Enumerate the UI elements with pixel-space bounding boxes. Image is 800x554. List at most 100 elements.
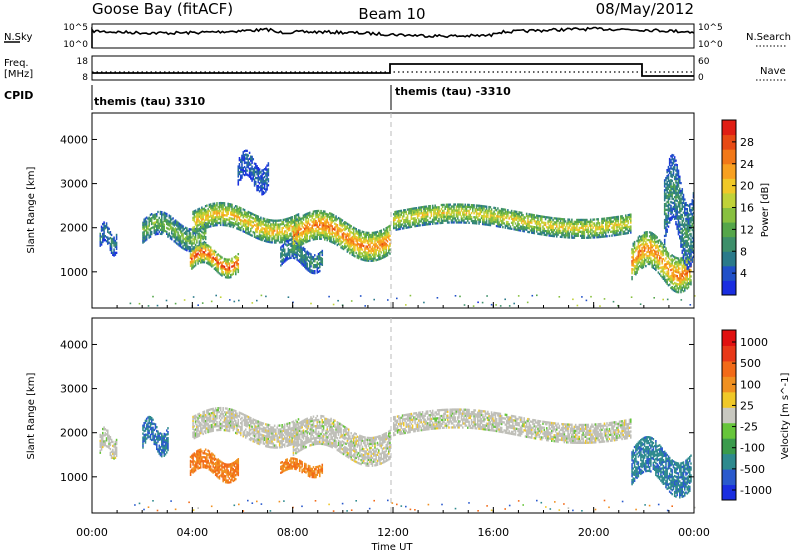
- power-cell: [668, 183, 671, 186]
- power-cell: [596, 222, 598, 225]
- power-cell: [187, 229, 189, 232]
- power-cell: [441, 221, 444, 224]
- power-cell: [527, 216, 529, 220]
- power-cell: [238, 226, 241, 229]
- power-cell: [381, 244, 384, 248]
- power-cell: [196, 210, 198, 214]
- power-cell: [216, 256, 218, 259]
- power-cell: [646, 254, 648, 258]
- power-cell: [293, 243, 296, 247]
- power-cell: [314, 236, 316, 239]
- power-cell: [532, 231, 534, 234]
- power-cell: [217, 221, 219, 225]
- power-cell: [245, 229, 247, 232]
- power-cell: [587, 236, 589, 239]
- power-cell: [663, 193, 666, 196]
- power-cell: [684, 263, 686, 266]
- power-cell: [193, 257, 196, 260]
- power-cell: [544, 223, 547, 227]
- power-cell: [684, 267, 686, 270]
- power-cell: [282, 249, 285, 252]
- power-cell: [449, 215, 451, 218]
- power-cell: [247, 212, 250, 216]
- power-cell: [292, 252, 295, 255]
- power-cell: [524, 228, 527, 231]
- power-cell: [282, 257, 285, 260]
- power-cell: [296, 248, 298, 251]
- power-cell: [341, 223, 344, 226]
- power-cell: [297, 241, 300, 244]
- power-cell: [653, 249, 656, 253]
- power-cell: [656, 256, 658, 259]
- power-cell: [670, 188, 672, 192]
- power-cell: [253, 235, 256, 238]
- power-cell: [646, 256, 648, 260]
- power-cell: [291, 218, 293, 221]
- power-cell: [518, 213, 520, 216]
- power-cell: [109, 232, 112, 236]
- power-cell: [224, 208, 227, 211]
- power-cell: [315, 257, 317, 261]
- power-cell: [536, 220, 538, 223]
- power-cell: [148, 224, 150, 227]
- power-cell: [653, 241, 656, 245]
- power-cell: [420, 216, 423, 219]
- power-cell: [478, 220, 480, 223]
- power-cell: [667, 268, 670, 271]
- power-cell: [606, 217, 608, 220]
- power-cell: [177, 243, 179, 246]
- power-cell: [192, 252, 194, 255]
- power-cell: [582, 218, 584, 222]
- power-cell: [510, 221, 513, 224]
- power-cell: [627, 216, 630, 219]
- power-cell: [331, 217, 334, 220]
- power-cell: [345, 245, 347, 248]
- power-cell: [379, 236, 381, 239]
- power-cell: [359, 229, 361, 232]
- power-cell: [351, 235, 354, 239]
- power-cell: [262, 180, 265, 184]
- power-cell: [306, 234, 309, 237]
- power-cell: [385, 233, 388, 236]
- power-cell: [213, 251, 216, 254]
- power-cell: [505, 210, 508, 214]
- power-cell: [147, 227, 149, 230]
- power-cell: [483, 207, 485, 210]
- power-cell: [648, 261, 651, 264]
- power-cell: [268, 229, 271, 232]
- power-cell: [532, 213, 534, 217]
- power-cell: [321, 259, 324, 263]
- power-cell: [198, 211, 201, 214]
- power-cell: [204, 210, 207, 214]
- power-cell: [689, 258, 691, 262]
- power-cell: [666, 250, 668, 254]
- power-cell: [581, 222, 583, 226]
- power-cell: [549, 218, 552, 221]
- power-cell: [326, 239, 329, 242]
- power-cell: [539, 225, 542, 228]
- power-cell: [668, 283, 671, 286]
- power-cell: [680, 277, 682, 280]
- power-cell: [666, 270, 668, 273]
- power-cell: [214, 224, 217, 227]
- power-cell: [440, 203, 443, 207]
- power-cell: [549, 232, 552, 235]
- power-cell: [646, 242, 648, 246]
- power-cell: [321, 253, 324, 257]
- power-cell: [272, 231, 275, 234]
- power-cell: [178, 224, 181, 227]
- power-cell: [250, 171, 252, 174]
- power-cell: [514, 218, 517, 221]
- power-cell: [109, 231, 112, 234]
- power-cell: [207, 260, 209, 263]
- power-cell: [314, 260, 316, 263]
- power-cell: [497, 219, 499, 222]
- power-cell: [577, 218, 579, 222]
- power-cell: [218, 217, 221, 221]
- power-cell: [395, 226, 398, 229]
- power-cell: [321, 212, 324, 215]
- power-cell: [292, 256, 295, 259]
- power-cell: [179, 225, 182, 228]
- power-cell: [628, 217, 631, 220]
- power-cell: [646, 233, 648, 236]
